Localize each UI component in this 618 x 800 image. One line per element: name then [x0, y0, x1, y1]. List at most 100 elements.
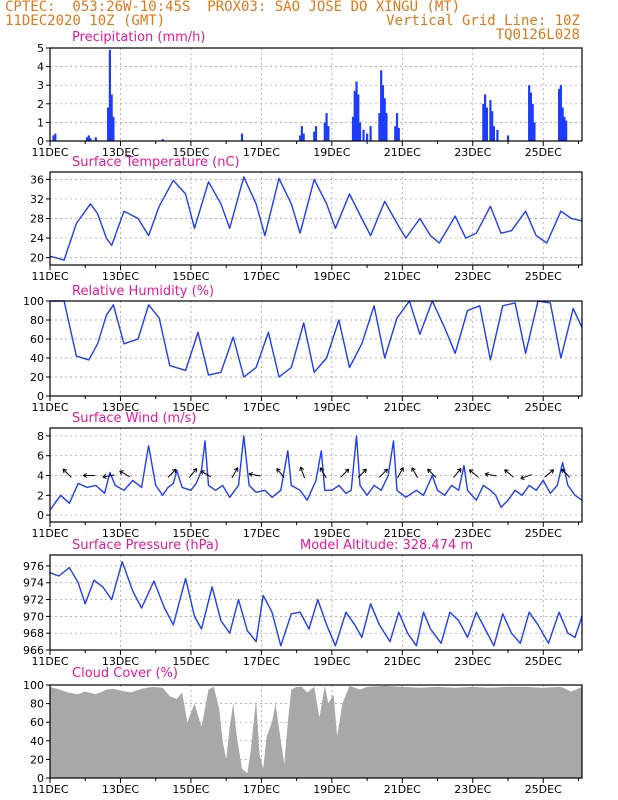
- y-tick-label: 20: [30, 371, 44, 384]
- wind-arrow: [167, 468, 177, 478]
- series-line: [50, 300, 583, 378]
- x-tick-label: 13DEC: [102, 401, 139, 414]
- wind-arrow: [319, 467, 327, 479]
- panel-5: 966 968 970 972 974 976 11DEC 13DEC 15DEC 17DEC 19…: [23, 538, 583, 668]
- precip-bar: [482, 103, 485, 141]
- x-tick-label: 19DEC: [313, 146, 350, 159]
- plot-area: [50, 48, 582, 141]
- precip-bar: [313, 131, 316, 141]
- y-tick-label: 100: [23, 679, 44, 692]
- wind-arrow: [561, 468, 571, 478]
- x-tick-label: 17DEC: [243, 270, 280, 283]
- series-line: [49, 435, 583, 511]
- series-line: [49, 176, 583, 261]
- wind-arrow-head: [520, 475, 525, 480]
- wind-arrow-head: [399, 467, 404, 472]
- precip-bar: [492, 126, 496, 141]
- precip-bar: [54, 133, 57, 141]
- y-tick-label: 2: [37, 98, 44, 111]
- precip-bar: [491, 111, 494, 141]
- y-tick-label: 0: [37, 135, 44, 148]
- y-tick-label: 0: [37, 390, 44, 403]
- x-tick-label: 21DEC: [384, 783, 421, 796]
- precip-bar: [559, 85, 562, 141]
- wind-arrow-head: [102, 474, 107, 479]
- wind-arrow: [378, 468, 388, 478]
- precip-bar: [397, 127, 400, 141]
- x-tick-label: 19DEC: [313, 527, 350, 540]
- precip-bar: [395, 113, 399, 141]
- x-tick-label: 25DEC: [525, 655, 562, 668]
- y-tick-label: 2: [37, 489, 44, 502]
- precip-bar: [565, 120, 568, 141]
- precip-bar: [300, 126, 304, 141]
- panel-title: Surface Pressure (hPa): [72, 538, 219, 553]
- y-tick-label: 40: [30, 735, 44, 748]
- wind-arrow-head: [427, 468, 432, 474]
- panel-4: 0 2 4 6 8 11DEC 13DEC 15DEC 17DEC 19DEC 21DEC 23DEC…: [31, 411, 583, 540]
- wind-arrow: [188, 468, 198, 478]
- wind-arrow-head: [549, 469, 555, 474]
- x-tick-label: 15DEC: [172, 655, 209, 668]
- plot-area: [50, 428, 582, 522]
- x-tick-label: 19DEC: [313, 655, 350, 668]
- x-tick-label: 17DEC: [243, 146, 280, 159]
- wind-arrow: [427, 468, 437, 478]
- y-tick-label: 0: [37, 772, 44, 785]
- wind-arrow-head: [276, 468, 281, 473]
- panel-title: Surface Temperature (nC): [72, 155, 240, 170]
- precip-bar: [52, 135, 55, 141]
- header-line-1: CPTEC: 053:26W-10:45S PROX03: SAO JOSE D…: [5, 0, 461, 15]
- wind-arrow-head: [233, 467, 239, 472]
- y-tick-label: 28: [30, 213, 44, 226]
- wind-arrow-head: [200, 470, 205, 475]
- x-tick-label: 21DEC: [384, 146, 421, 159]
- precip-bar: [85, 137, 89, 141]
- x-tick-label: 11DEC: [31, 401, 68, 414]
- y-tick-label: 4: [37, 469, 44, 482]
- x-tick-label: 19DEC: [313, 401, 350, 414]
- precip-bar: [327, 126, 330, 141]
- wind-arrow: [544, 469, 554, 478]
- cloud-area: [50, 685, 582, 778]
- wind-arrow-head: [344, 468, 350, 474]
- wind-arrow: [411, 467, 419, 479]
- precip-bar: [362, 129, 365, 141]
- precip-bar: [394, 126, 397, 141]
- wind-arrow: [300, 466, 306, 479]
- wind-arrow-head: [83, 473, 87, 478]
- y-tick-label: 1: [37, 116, 44, 129]
- precip-bar: [325, 113, 328, 141]
- wind-arrow: [62, 468, 72, 478]
- x-tick-label: 25DEC: [525, 270, 562, 283]
- wind-arrow: [453, 468, 462, 478]
- x-tick-label: 15DEC: [172, 527, 209, 540]
- precip-bar: [531, 103, 534, 141]
- precip-bar: [496, 129, 499, 141]
- plot-frame: [49, 554, 583, 651]
- y-tick-label: 966: [23, 644, 44, 657]
- y-tick-label: 0: [37, 509, 44, 522]
- precip-bar: [385, 113, 388, 141]
- wind-arrow: [248, 473, 261, 477]
- x-tick-label: 25DEC: [525, 527, 562, 540]
- y-tick-label: 6: [37, 450, 44, 463]
- precip-bar: [351, 116, 355, 141]
- x-tick-label: 23DEC: [454, 655, 491, 668]
- wind-arrow: [119, 470, 131, 478]
- wind-arrow-head: [468, 469, 474, 474]
- x-tick-label: 19DEC: [313, 270, 350, 283]
- wind-arrow-head: [484, 472, 489, 477]
- plot-frame: [49, 300, 583, 397]
- y-tick-label: 3: [37, 79, 44, 92]
- wind-arrow: [397, 467, 404, 479]
- x-tick-label: 11DEC: [31, 270, 68, 283]
- wind-arrow: [231, 467, 239, 479]
- precip-bar: [353, 90, 356, 141]
- precip-bar: [108, 49, 111, 141]
- precip-bar: [112, 116, 115, 141]
- plot-frame: [49, 47, 583, 142]
- y-tick-label: 40: [30, 352, 44, 365]
- plot-frame: [49, 684, 583, 779]
